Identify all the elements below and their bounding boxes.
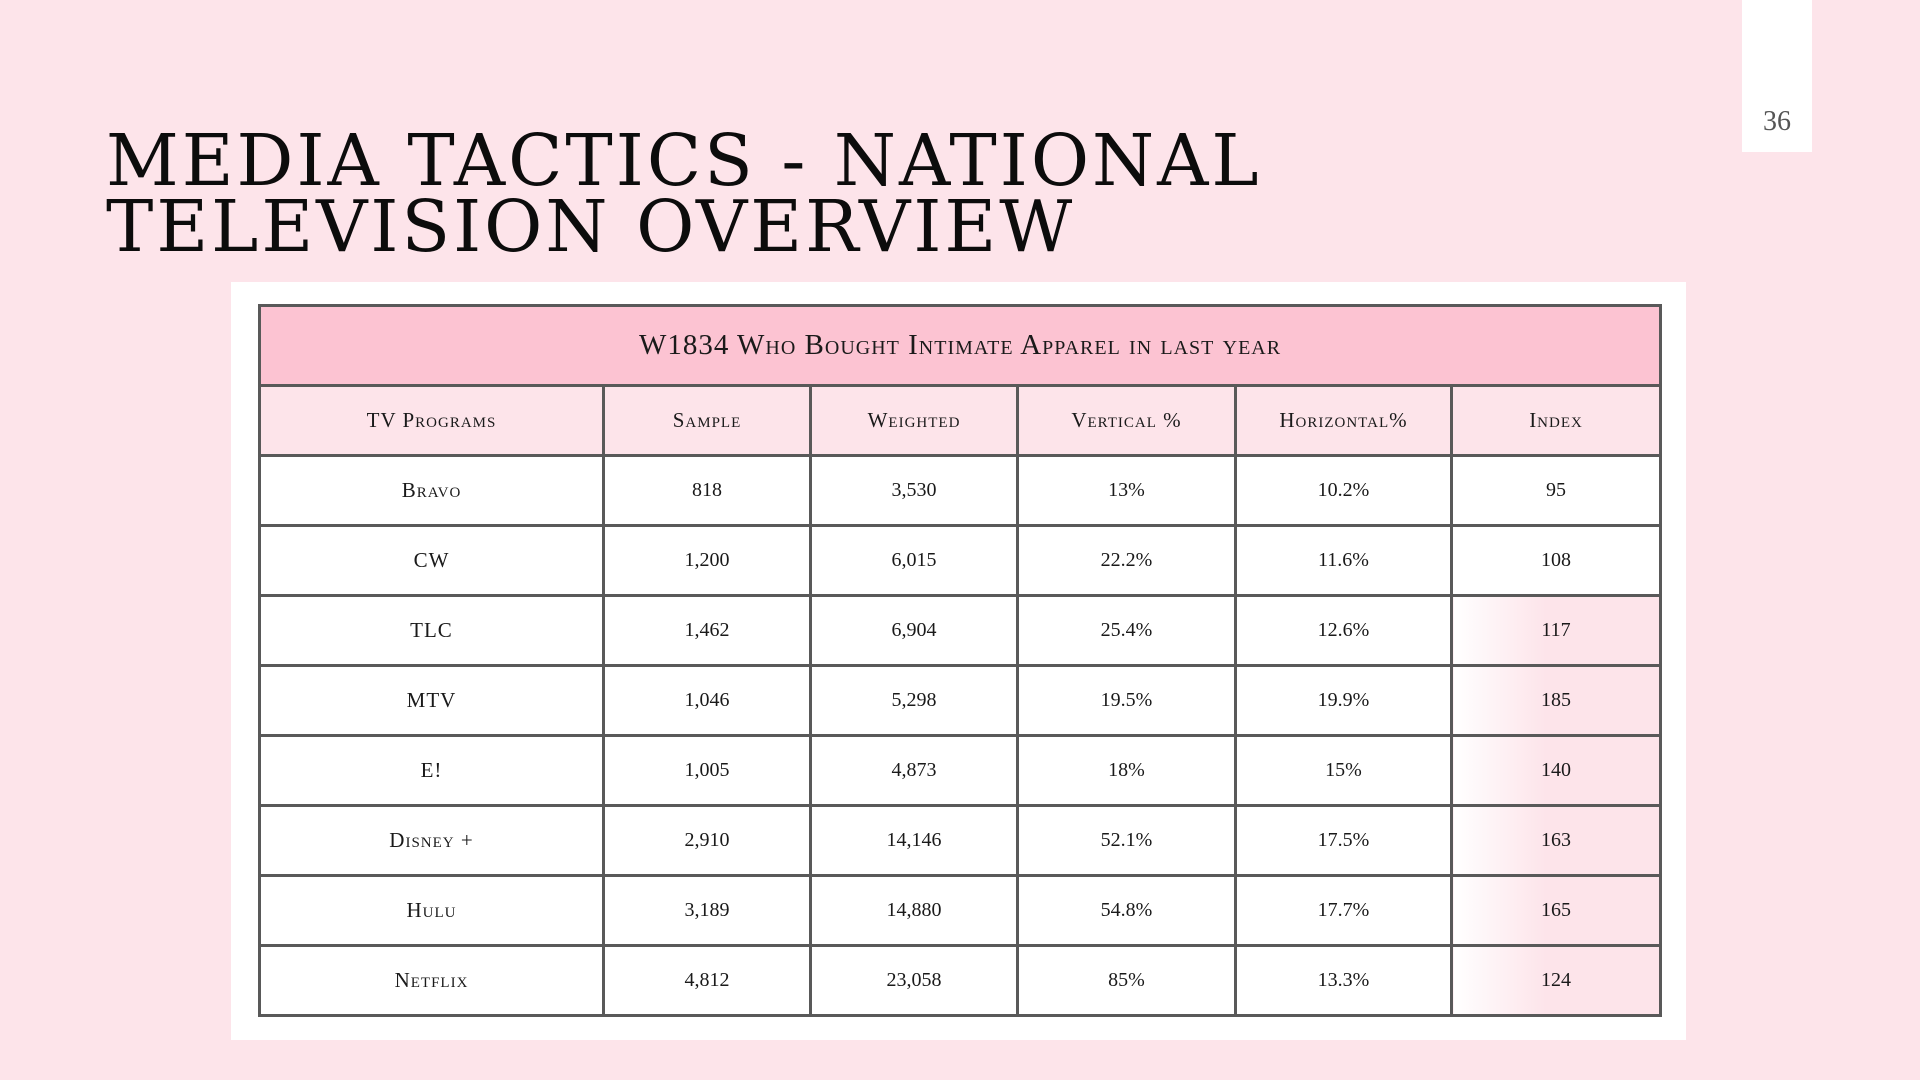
program-name: Disney + <box>258 804 605 877</box>
vertical-pct-value: 52.1% <box>1016 804 1237 877</box>
sample-value: 1,200 <box>602 524 812 597</box>
index-value: 95 <box>1449 454 1663 527</box>
sample-value: 1,005 <box>602 734 812 807</box>
horizontal-pct-value: 17.5% <box>1234 804 1453 877</box>
column-header-weighted: Weighted <box>809 384 1019 457</box>
program-name: Hulu <box>258 874 605 947</box>
vertical-pct-value: 18% <box>1016 734 1237 807</box>
vertical-pct-value: 54.8% <box>1016 874 1237 947</box>
vertical-pct-value: 25.4% <box>1016 594 1237 667</box>
program-name: TLC <box>258 594 605 667</box>
weighted-value: 6,904 <box>809 594 1019 667</box>
slide-title: Media Tactics - National Television Over… <box>106 119 1262 268</box>
column-header-horizontal-pct: Horizontal% <box>1234 384 1453 457</box>
table-row: E! 1,005 4,873 18% 15% 140 <box>258 734 1663 807</box>
column-header-sample: Sample <box>602 384 812 457</box>
vertical-pct-value: 13% <box>1016 454 1237 527</box>
program-name: E! <box>258 734 605 807</box>
horizontal-pct-value: 11.6% <box>1234 524 1453 597</box>
table-caption: W1834 Who Bought Intimate Apparel in las… <box>257 304 1663 387</box>
table-row: Netflix 4,812 23,058 85% 13.3% 124 <box>258 944 1663 1017</box>
sample-value: 1,046 <box>602 664 812 737</box>
column-header-vertical-pct: Vertical % <box>1016 384 1237 457</box>
horizontal-pct-value: 13.3% <box>1234 944 1453 1017</box>
table-row: MTV 1,046 5,298 19.5% 19.9% 185 <box>258 664 1663 737</box>
column-header-index: Index <box>1449 384 1663 457</box>
index-value-highlighted: 185 <box>1449 664 1663 737</box>
weighted-value: 14,880 <box>809 874 1019 947</box>
horizontal-pct-value: 17.7% <box>1234 874 1453 947</box>
program-name: Netflix <box>258 944 605 1017</box>
table-caption-row: W1834 Who Bought Intimate Apparel in las… <box>257 304 1663 387</box>
weighted-value: 3,530 <box>809 454 1019 527</box>
vertical-pct-value: 22.2% <box>1016 524 1237 597</box>
table-row: CW 1,200 6,015 22.2% 11.6% 108 <box>258 524 1663 597</box>
index-value-highlighted: 117 <box>1449 594 1663 667</box>
column-header-tv-programs: TV Programs <box>258 384 605 457</box>
horizontal-pct-value: 19.9% <box>1234 664 1453 737</box>
table-row: TLC 1,462 6,904 25.4% 12.6% 117 <box>258 594 1663 667</box>
table-card: W1834 Who Bought Intimate Apparel in las… <box>231 282 1686 1040</box>
data-table: W1834 Who Bought Intimate Apparel in las… <box>257 304 1663 1017</box>
program-name: MTV <box>258 664 605 737</box>
page-number: 36 <box>1763 106 1791 137</box>
sample-value: 2,910 <box>602 804 812 877</box>
program-name: CW <box>258 524 605 597</box>
horizontal-pct-value: 10.2% <box>1234 454 1453 527</box>
page-number-tab <box>1742 0 1812 152</box>
program-name: Bravo <box>258 454 605 527</box>
vertical-pct-value: 19.5% <box>1016 664 1237 737</box>
index-value-highlighted: 163 <box>1449 804 1663 877</box>
sample-value: 3,189 <box>602 874 812 947</box>
index-value: 108 <box>1449 524 1663 597</box>
weighted-value: 5,298 <box>809 664 1019 737</box>
table-header-row: TV Programs Sample Weighted Vertical % H… <box>258 384 1663 457</box>
table-row: Hulu 3,189 14,880 54.8% 17.7% 165 <box>258 874 1663 947</box>
sample-value: 1,462 <box>602 594 812 667</box>
index-value-highlighted: 140 <box>1449 734 1663 807</box>
weighted-value: 4,873 <box>809 734 1019 807</box>
horizontal-pct-value: 12.6% <box>1234 594 1453 667</box>
weighted-value: 14,146 <box>809 804 1019 877</box>
table-row: Disney + 2,910 14,146 52.1% 17.5% 163 <box>258 804 1663 877</box>
sample-value: 4,812 <box>602 944 812 1017</box>
weighted-value: 6,015 <box>809 524 1019 597</box>
index-value-highlighted: 165 <box>1449 874 1663 947</box>
table-row: Bravo 818 3,530 13% 10.2% 95 <box>258 454 1663 527</box>
weighted-value: 23,058 <box>809 944 1019 1017</box>
horizontal-pct-value: 15% <box>1234 734 1453 807</box>
sample-value: 818 <box>602 454 812 527</box>
index-value-highlighted: 124 <box>1449 944 1663 1017</box>
vertical-pct-value: 85% <box>1016 944 1237 1017</box>
